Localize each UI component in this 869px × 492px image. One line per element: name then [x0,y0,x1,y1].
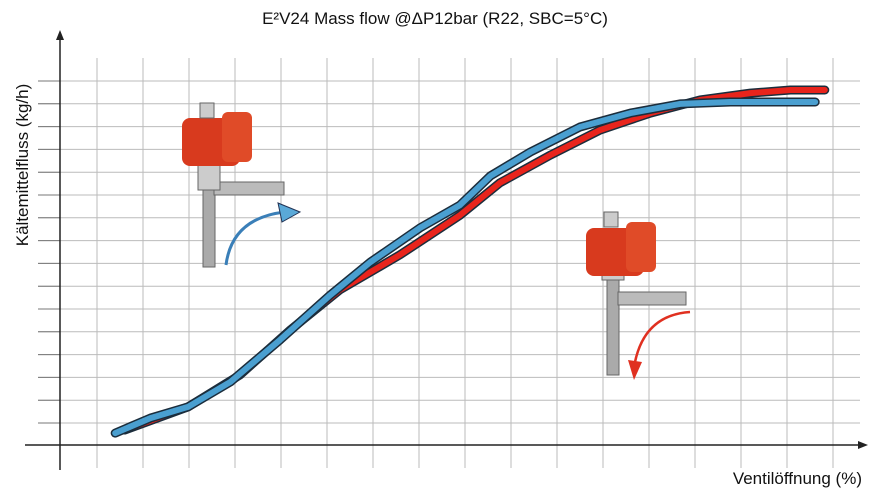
grid [38,58,860,468]
chart-title: E²V24 Mass flow @ΔP12bar (R22, SBC=5°C) [262,9,608,28]
valve-open-icon [182,102,302,268]
y-axis-arrow [56,30,64,40]
y-axis-label: Kältemittelfluss (kg/h) [13,84,32,247]
plot-area [110,85,830,438]
x-axis-label: Ventilöffnung (%) [733,469,862,488]
valve-closed-icon [586,211,691,380]
series-line [112,99,819,437]
x-axis-arrow [858,441,868,449]
